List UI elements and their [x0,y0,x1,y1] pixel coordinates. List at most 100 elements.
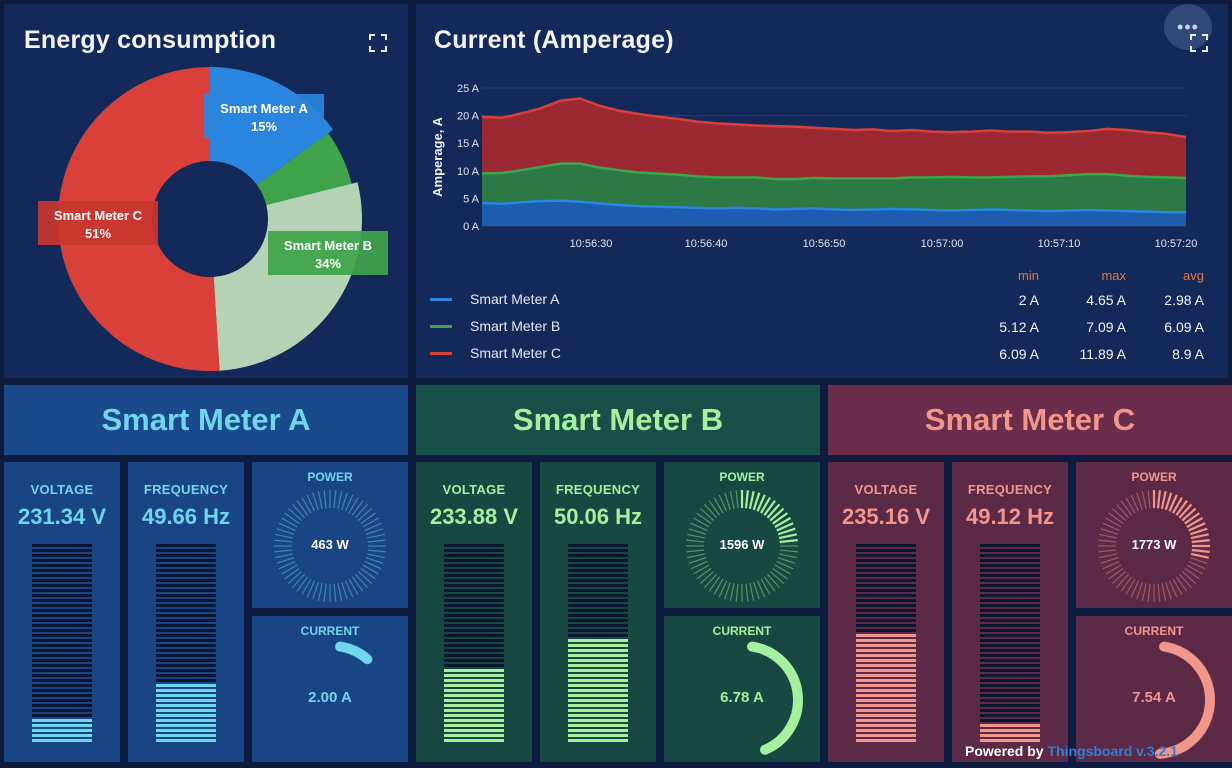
power-tick [735,583,739,602]
area-series-c [482,98,1186,180]
gauge-segment [856,589,916,592]
gauge-segment [856,734,916,737]
gauge-segment [568,634,628,637]
gauge-segment [568,564,628,567]
frequency-bar-gauge [568,544,628,742]
power-tick [1156,490,1161,509]
legend-item-b[interactable]: Smart Meter B [430,318,560,334]
power-tick [1130,494,1140,512]
voltage-bar-gauge [444,544,504,742]
gauge-segment [32,719,92,722]
power-label: POWER [719,470,765,484]
gauge-segment [156,729,216,732]
power-tick [1175,576,1188,592]
legend-item-a[interactable]: Smart Meter A [430,291,559,307]
power-tick [312,581,319,600]
frequency-bar-gauge [980,544,1040,742]
power-tick [1125,497,1136,514]
more-horizontal-icon[interactable]: ••• [1164,4,1212,50]
power-tick [763,576,776,592]
frequency-label: FREQUENCY [555,482,641,497]
gauge-segment [156,659,216,662]
power-tick [357,570,373,584]
donut-label-a: Smart Meter A 15% [204,94,324,138]
gauge-segment [156,604,216,607]
frequency-bar-gauge [156,544,216,742]
gauge-segment [856,579,916,582]
gauge-segment [568,559,628,562]
gauge-segment [444,619,504,622]
gauge-segment [568,624,628,627]
power-tick [276,528,295,535]
power-tick [704,503,718,519]
power-tick [1099,533,1117,539]
gauge-segment [32,589,92,592]
power-tick [1141,491,1147,509]
gauge-segment [856,704,916,707]
power-tick [1130,580,1140,598]
power-tick [306,494,316,512]
gauge-segment [156,574,216,577]
power-tick [1186,517,1204,528]
power-tick [278,522,296,532]
current-label: CURRENT [300,624,360,638]
power-card-c: POWER 1773 W [1076,462,1232,608]
footer-brand-link[interactable]: Thingsboard v.3.2.1 [1047,743,1178,759]
gauge-segment [856,594,916,597]
power-tick [292,573,306,589]
gauge-segment [32,594,92,597]
gauge-segment [568,654,628,657]
donut-label-bg [204,94,324,138]
power-tick [323,490,327,509]
gauge-segment [568,549,628,552]
gauge-segment [568,714,628,717]
fullscreen-icon[interactable] [1190,34,1208,52]
gauge-segment [444,694,504,697]
legend-avg-a: 2.98 A [1164,292,1204,308]
gauge-segment [156,599,216,602]
gauge-segment [444,664,504,667]
gauge-segment [980,689,1040,692]
gauge-segment [856,709,916,712]
power-tick [1168,494,1178,512]
gauge-segment [856,599,916,602]
power-tick [1184,567,1200,580]
gauge-segment [444,599,504,602]
gauge-segment [444,584,504,587]
legend-item-c[interactable]: Smart Meter C [430,345,561,361]
gauge-segment [980,719,1040,722]
gauge-segment [856,679,916,682]
gauge-segment [32,634,92,637]
gauge-segment [444,699,504,702]
gauge-segment [32,679,92,682]
gauge-segment [32,564,92,567]
gauge-segment [32,579,92,582]
power-tick [1098,549,1117,553]
power-tick [766,573,780,589]
gauge-segment [980,604,1040,607]
gauge-segment [856,619,916,622]
gauge-segment [32,604,92,607]
gauge-segment [32,739,92,742]
y-axis-label: Amperage, A [430,117,445,197]
gauge-segment [980,594,1040,597]
gauge-segment [156,629,216,632]
x-tick-label: 10:57:10 [1038,238,1081,250]
gauge-segment [856,694,916,697]
gauge-segment [568,734,628,737]
gauge-segment [444,639,504,642]
gauge-segment [156,589,216,592]
power-tick [344,494,354,512]
gauge-segment [568,569,628,572]
power-tick [287,570,303,584]
power-tick [1178,573,1192,589]
power-value: 1773 W [1131,537,1177,552]
gauge-segment [568,544,628,547]
power-tick [367,549,386,553]
power-tick [284,567,300,580]
power-tick [735,490,739,509]
power-tick [699,570,715,584]
fullscreen-icon[interactable] [369,34,387,52]
gauge-segment [156,644,216,647]
gauge-segment [156,594,216,597]
